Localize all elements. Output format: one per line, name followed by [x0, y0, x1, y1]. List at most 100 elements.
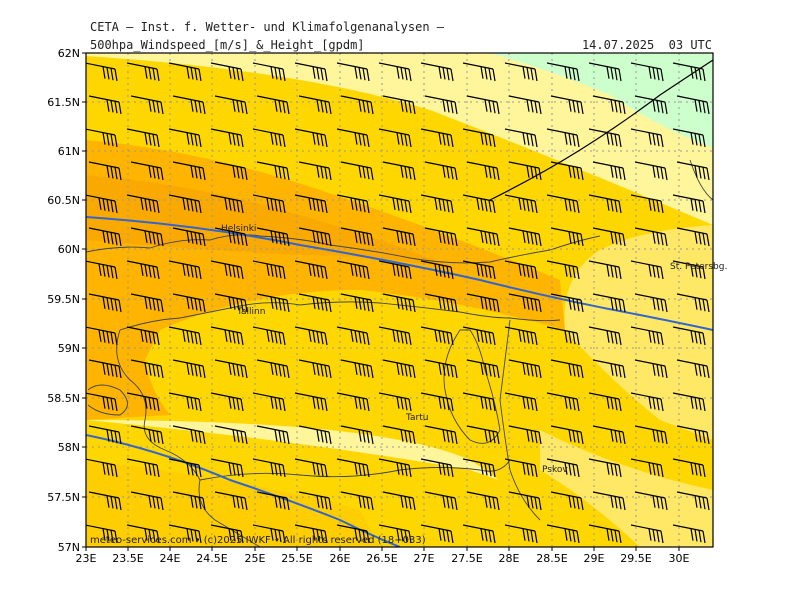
wind-barb-feather	[144, 132, 148, 145]
wind-barb-feather	[450, 365, 454, 378]
wind-barb-shaft	[424, 293, 456, 301]
wind-barb-feather	[106, 397, 110, 410]
wind-barb-feather	[278, 166, 282, 179]
wind-barb-feather	[228, 362, 232, 375]
wind-barb-feather	[408, 530, 412, 544]
wind-barb-shaft	[252, 62, 284, 70]
wind-barb-shaft	[630, 128, 662, 136]
wind-barb-feather	[526, 297, 530, 310]
wind-barb-feather	[358, 231, 362, 244]
wind-barb-feather	[358, 297, 362, 310]
wind-barb-feather	[102, 264, 106, 277]
wind-barb-feather	[98, 263, 102, 276]
wind-barb-feather	[320, 68, 324, 81]
wind-barb-feather	[282, 464, 286, 478]
wind-barb-shaft	[336, 62, 368, 70]
wind-barb-shaft	[378, 392, 410, 400]
wind-barb-shaft	[252, 524, 284, 532]
wind-barb-feather	[366, 497, 370, 510]
wind-barb-feather	[606, 132, 610, 145]
wind-barb-feather	[186, 462, 190, 475]
band-yellow-deep	[86, 460, 380, 547]
wind-barb-shaft	[340, 293, 372, 301]
wind-barb-feather	[240, 530, 244, 544]
wind-barb-feather	[152, 298, 156, 311]
wind-barb-shaft	[298, 227, 330, 235]
longitude-axis: 23E 23.5E 24E 24.5E 25E 25.5E 26E 26.5E …	[76, 552, 690, 565]
wind-barb-shaft	[88, 359, 120, 367]
wind-barb-feather	[530, 200, 534, 213]
lon-label: 28.5E	[536, 552, 567, 565]
wind-barb-feather	[698, 68, 702, 81]
wind-barb-shaft	[466, 491, 498, 499]
wind-barb-feather	[618, 431, 622, 444]
wind-barb-feather	[652, 297, 656, 310]
wind-barb-feather	[240, 299, 244, 312]
wind-barb-shaft	[546, 392, 578, 400]
wind-barb-feather	[580, 431, 584, 445]
wind-barb-feather	[480, 462, 484, 475]
wind-barb-feather	[652, 529, 656, 542]
wind-barb-feather	[522, 66, 526, 79]
wind-barb-feather	[480, 132, 484, 145]
wind-barb-feather	[366, 68, 370, 82]
wind-barb-feather	[618, 332, 622, 346]
wind-barb-feather	[110, 68, 114, 81]
wind-barb-feather	[534, 530, 538, 544]
wind-barb-shaft	[672, 260, 704, 268]
map-title: CETA — Inst. f. Wetter- und Klimafolgena…	[90, 20, 445, 34]
wind-barb-shaft	[210, 326, 242, 334]
wind-barb-feather	[270, 396, 274, 409]
wind-barb-feather	[240, 200, 244, 214]
wind-barb-feather	[404, 364, 408, 377]
wind-barb-feather	[152, 166, 156, 179]
wind-barb-feather	[408, 266, 412, 280]
wind-barb-shaft	[172, 95, 204, 103]
wind-barb-feather	[160, 167, 164, 181]
wind-barb-feather	[98, 197, 102, 210]
wind-barb-feather	[328, 167, 332, 181]
wind-barb-feather	[232, 397, 236, 410]
wind-barb-feather	[450, 167, 454, 180]
wind-barb-shaft	[462, 194, 494, 202]
wind-barb-feather	[106, 297, 110, 310]
wind-barb-feather	[576, 134, 580, 148]
wind-barb-feather	[244, 299, 248, 313]
wind-barb-feather	[660, 299, 664, 312]
wind-barb-feather	[232, 363, 236, 376]
wind-barb-feather	[618, 530, 622, 544]
wind-barb-feather	[480, 396, 484, 409]
wind-barb-feather	[606, 462, 610, 475]
wind-barb-feather	[698, 496, 702, 509]
wind-barb-feather	[160, 233, 164, 247]
wind-barb-feather	[610, 463, 614, 476]
wind-barb-feather	[102, 362, 106, 375]
wind-barb-feather	[568, 463, 572, 476]
wind-barb-feather	[312, 132, 316, 145]
wind-barb-feather	[488, 298, 492, 311]
wind-barb-feather	[274, 231, 278, 244]
wind-barb-feather	[656, 232, 660, 245]
wind-barb-feather	[702, 464, 706, 478]
wind-barb-feather	[270, 132, 274, 145]
wind-barb-feather	[202, 431, 206, 445]
wind-barb-shaft	[256, 293, 288, 301]
wind-barb-feather	[530, 398, 534, 411]
wind-barb-feather	[404, 200, 408, 213]
wind-barb-feather	[530, 530, 534, 543]
wind-barb-feather	[110, 430, 114, 443]
wind-barb-feather	[198, 398, 202, 412]
wind-barb-feather	[660, 134, 664, 148]
wind-barb-feather	[622, 497, 626, 511]
wind-barb-feather	[694, 133, 698, 146]
city-pskov: Pskov	[542, 465, 568, 475]
wind-barb-feather	[228, 66, 232, 79]
wind-barb-feather	[438, 296, 442, 309]
wind-barb-shaft	[130, 227, 162, 235]
wind-barb-shaft	[256, 95, 288, 103]
wind-barb-feather	[610, 133, 614, 146]
wind-barb-feather	[236, 530, 240, 543]
wind-barb-feather	[614, 200, 618, 213]
wind-barb-feather	[278, 266, 282, 279]
wind-barb-feather	[496, 101, 500, 115]
